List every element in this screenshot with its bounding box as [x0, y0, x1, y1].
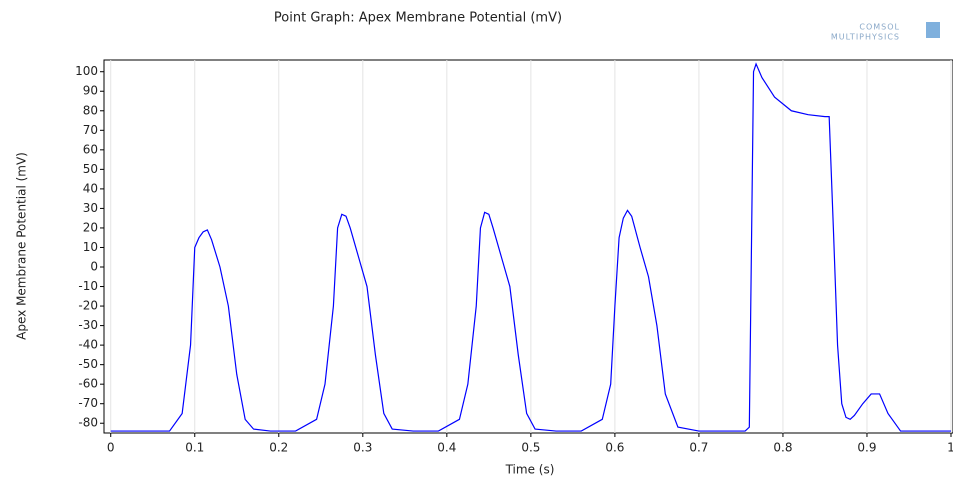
x-tick-label: 0.3: [353, 441, 372, 455]
y-tick-label: 30: [83, 201, 98, 215]
x-tick-label: 0.4: [437, 441, 456, 455]
x-tick-label: 0.1: [185, 441, 204, 455]
data-line: [110, 62, 951, 432]
y-tick-label: -40: [78, 338, 98, 352]
y-tick-label: -50: [78, 357, 98, 371]
y-tick-label: 40: [83, 181, 98, 195]
y-tick-label: -80: [78, 416, 98, 430]
logo-line: COMSOL: [859, 23, 900, 32]
y-tick-label: -30: [78, 318, 98, 332]
y-tick-label: -60: [78, 377, 98, 391]
y-tick-label: 90: [83, 84, 98, 98]
y-tick-label: -20: [78, 299, 98, 313]
plot-frame: [103, 59, 953, 434]
x-tick-label: 1: [947, 441, 953, 455]
y-tick-label: 50: [83, 162, 98, 176]
y-tick-label: 80: [83, 103, 98, 117]
y-tick-label: 0: [90, 260, 98, 274]
y-tick-label: -10: [78, 279, 98, 293]
y-tick-label: 100: [75, 64, 98, 78]
x-tick-label: 0.5: [521, 441, 540, 455]
x-tick-label: 0.2: [269, 441, 288, 455]
logo-icon: [926, 22, 940, 38]
y-tick-label: -70: [78, 396, 98, 410]
x-tick-label: 0.9: [857, 441, 876, 455]
y-tick-label: 10: [83, 240, 98, 254]
x-axis-label: Time (s): [505, 463, 555, 477]
y-tick-label: 70: [83, 123, 98, 137]
chart-title: Point Graph: Apex Membrane Potential (mV…: [274, 11, 562, 26]
y-tick-label: 20: [83, 220, 98, 234]
y-tick-label: 60: [83, 142, 98, 156]
x-tick-label: 0.7: [689, 441, 708, 455]
y-axis-label: Apex Membrane Potential (mV): [15, 152, 29, 340]
logo-line: MULTIPHYSICS: [831, 33, 900, 42]
x-tick-label: 0: [107, 441, 115, 455]
x-tick-label: 0.8: [773, 441, 792, 455]
x-tick-label: 0.6: [605, 441, 624, 455]
